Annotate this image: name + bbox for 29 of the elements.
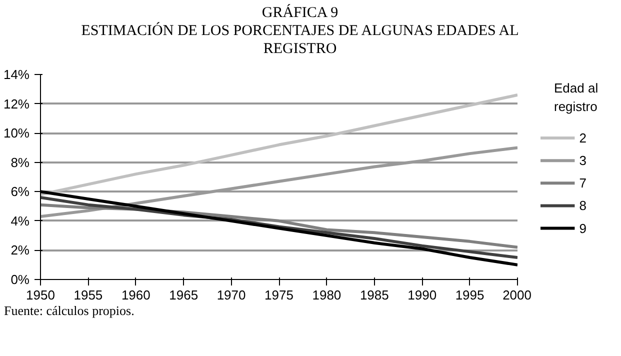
legend-label: 7 xyxy=(579,176,586,191)
x-tick-label: 1960 xyxy=(121,288,150,302)
line-series xyxy=(40,94,518,196)
x-tick-label: 1955 xyxy=(74,288,103,302)
x-tick-label: 1970 xyxy=(216,288,246,302)
legend-label: 9 xyxy=(579,220,586,236)
legend-label: 3 xyxy=(579,153,586,168)
y-tick-label: 14% xyxy=(3,67,30,82)
x-tick-label: 1975 xyxy=(264,288,294,302)
x-tick-label: 1995 xyxy=(455,288,484,302)
y-tick-label: 0% xyxy=(10,272,30,287)
x-tick-label: 1985 xyxy=(360,288,389,302)
legend-title: Edad al registro xyxy=(554,80,598,114)
y-tick-label: 8% xyxy=(10,154,30,170)
legend-label: 2 xyxy=(579,130,586,146)
x-tick-label: 1990 xyxy=(408,288,437,302)
legend-label: 8 xyxy=(579,198,586,214)
y-tick-label: 4% xyxy=(10,213,30,228)
source-note: Fuente: cálculos propios. xyxy=(4,302,134,320)
y-tick-label: 6% xyxy=(10,184,30,200)
x-tick-label: 1965 xyxy=(169,288,198,302)
x-tick-label: 2000 xyxy=(502,288,532,302)
x-tick-label: 1950 xyxy=(26,288,55,302)
x-tick-label: 1980 xyxy=(312,288,342,302)
chart-title: GRÁFICA 9 xyxy=(262,5,338,21)
chart-subtitle: ESTIMACIÓN DE LOS PORCENTAJES DE ALGUNAS EDADES AL REGISTRO xyxy=(81,23,519,57)
y-tick-label: 12% xyxy=(3,96,30,112)
y-tick-label: 2% xyxy=(10,242,30,258)
y-tick-label: 10% xyxy=(3,126,30,141)
